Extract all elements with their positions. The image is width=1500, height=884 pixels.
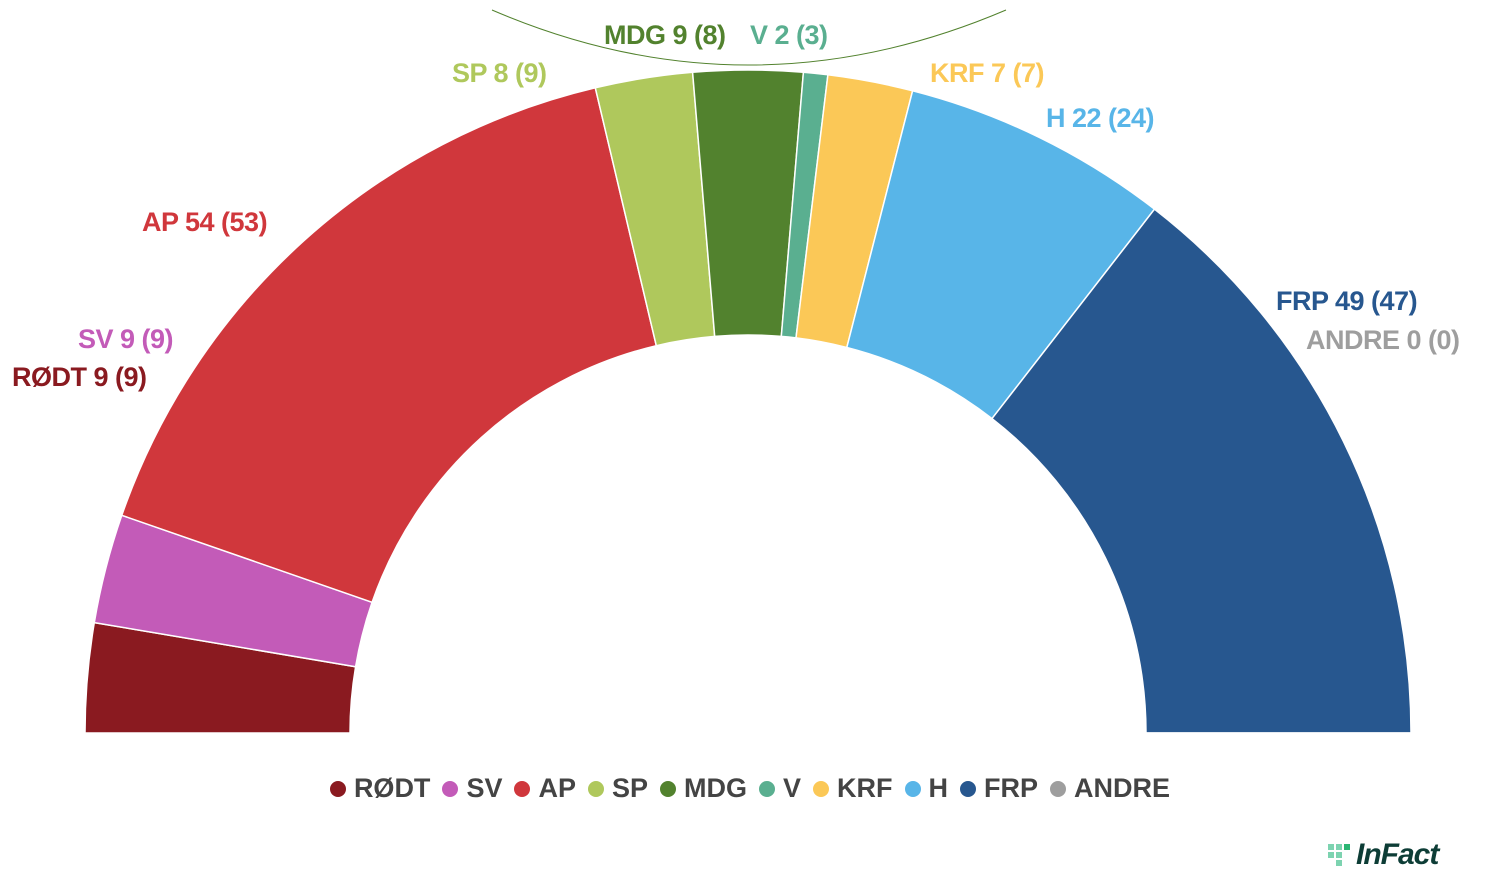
legend-dot-icon [329, 780, 346, 797]
logo-mark-icon [1328, 844, 1350, 866]
mdg-leader-arc [491, 9, 1007, 66]
legend-label: SP [611, 773, 649, 803]
legend-dot-icon [660, 780, 677, 797]
legend-label: RØDT [353, 773, 431, 803]
legend-item-v[interactable]: V [759, 773, 801, 804]
label-mdg: MDG 9 (8) [604, 20, 726, 50]
legend-label: FRP [984, 773, 1039, 803]
legend-item-andre[interactable]: ANDRE [1050, 773, 1170, 804]
legend-dot-icon [759, 780, 776, 797]
legend-label: V [783, 773, 802, 803]
wedge-frp [990, 208, 1412, 734]
legend-dot-icon [442, 780, 459, 797]
legend-dot-icon [960, 780, 977, 797]
label-ap: AP 54 (53) [142, 207, 268, 237]
label-h: H 22 (24) [1046, 103, 1155, 133]
label-frp: FRP 49 (47) [1276, 286, 1418, 316]
legend-item-h[interactable]: H [904, 773, 949, 804]
wedge-ap [120, 86, 658, 604]
legend-item-rødt[interactable]: RØDT [329, 773, 431, 804]
legend-label: H [928, 773, 949, 803]
legend-label: AP [538, 773, 576, 803]
legend-dot-icon [904, 780, 921, 797]
legend-item-sv[interactable]: SV [442, 773, 502, 804]
label-v: V 2 (3) [750, 20, 828, 50]
legend-item-ap[interactable]: AP [514, 773, 576, 804]
legend-label: KRF [837, 773, 893, 803]
legend-label: SV [466, 773, 503, 803]
infact-logo: InFact [1328, 838, 1439, 872]
label-sv: SV 9 (9) [78, 324, 174, 354]
legend-dot-icon [587, 780, 604, 797]
legend-item-mdg[interactable]: MDG [660, 773, 747, 804]
legend-dot-icon [813, 780, 830, 797]
legend-item-frp[interactable]: FRP [960, 773, 1038, 804]
legend-dot-icon [1050, 780, 1067, 797]
logo-text: InFact [1356, 838, 1439, 871]
label-rodt: RØDT 9 (9) [12, 362, 147, 392]
legend-dot-icon [514, 780, 531, 797]
legend-item-sp[interactable]: SP [587, 773, 649, 804]
label-krf: KRF 7 (7) [930, 58, 1045, 88]
legend-label: MDG [684, 773, 748, 803]
label-sp: SP 8 (9) [452, 58, 547, 88]
legend: RØDT SV AP SP MDG V KRF H FRP ANDRE [0, 773, 1500, 804]
legend-item-krf[interactable]: KRF [813, 773, 893, 804]
legend-label: ANDRE [1074, 773, 1171, 803]
label-andre: ANDRE 0 (0) [1306, 325, 1460, 355]
